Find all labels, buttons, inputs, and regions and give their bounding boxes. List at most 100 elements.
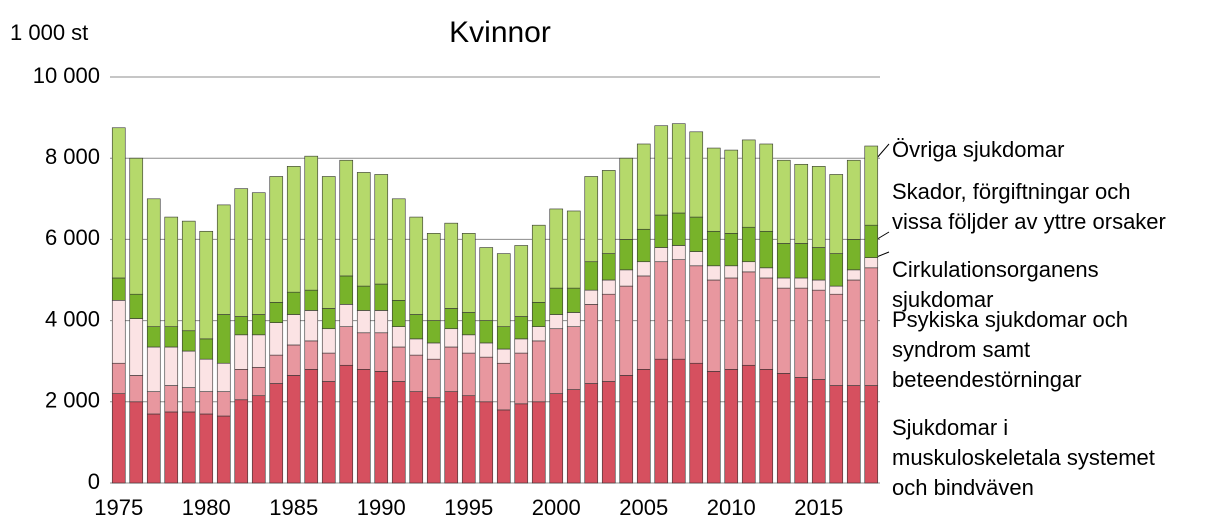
bar-segment — [636, 261, 651, 277]
bar-segment — [479, 320, 494, 344]
bar-segment — [776, 243, 791, 279]
x-tick-label: 2010 — [707, 495, 756, 520]
bar-segment — [286, 344, 301, 376]
bar-segment — [776, 277, 791, 289]
bar-segment — [286, 166, 301, 293]
bar-segment — [531, 302, 546, 327]
bar-segment — [339, 159, 354, 277]
bar-segment — [776, 159, 791, 244]
bar-segment — [864, 385, 879, 484]
bar-segment — [776, 287, 791, 374]
bar-segment — [759, 230, 774, 269]
bar-segment — [339, 275, 354, 305]
bar-segment — [846, 279, 861, 386]
bar-segment — [391, 346, 406, 382]
bar-segment — [864, 145, 879, 226]
bar-segment — [181, 330, 196, 352]
bar-segment — [689, 131, 704, 218]
bar-segment — [496, 362, 511, 411]
bar-segment — [234, 369, 249, 401]
bar-segment — [619, 239, 634, 271]
bar-segment — [671, 259, 686, 360]
y-tick-label: 4 000 — [45, 306, 100, 331]
bar-segment — [689, 362, 704, 484]
bar-segment — [566, 287, 581, 313]
bar-segment — [654, 214, 669, 248]
bar-segment — [164, 385, 179, 413]
bar-segment — [374, 174, 389, 285]
bar-segment — [566, 389, 581, 484]
bar-segment — [829, 253, 844, 287]
bar-segment — [514, 245, 529, 317]
bar-segment — [269, 354, 284, 384]
bar-segment — [619, 157, 634, 240]
bar-segment — [549, 208, 564, 289]
y-axis-label: 1 000 st — [10, 20, 88, 45]
bar-segment — [619, 269, 634, 287]
bar-segment — [304, 310, 319, 342]
bar-segment — [636, 275, 651, 370]
bar-segment — [864, 257, 879, 269]
x-tick-label: 1980 — [182, 495, 231, 520]
bar-segment — [234, 399, 249, 484]
bar-segment — [181, 387, 196, 413]
bar-segment — [811, 289, 826, 380]
bar-segment — [619, 375, 634, 484]
bar-segment — [496, 253, 511, 327]
bar-segment — [531, 326, 546, 342]
bar-segment — [216, 204, 231, 315]
bar-segment — [461, 352, 476, 397]
bar-segment — [129, 157, 144, 295]
bar-segment — [549, 287, 564, 315]
bar-segment — [829, 285, 844, 295]
bar-segment — [181, 411, 196, 484]
bar-segment — [216, 314, 231, 364]
bar-segment — [356, 369, 371, 484]
bar-segment — [811, 247, 826, 281]
y-tick-label: 10 000 — [33, 63, 100, 88]
bar-segment — [671, 212, 686, 246]
legend-label: Skador, förgiftningar och vissa följder … — [892, 179, 1166, 234]
bar-segment — [829, 385, 844, 484]
bar-segment — [811, 279, 826, 291]
bar-segment — [724, 277, 739, 370]
x-tick-label: 2015 — [794, 495, 843, 520]
bar-segment — [689, 216, 704, 252]
y-tick-label: 0 — [88, 469, 100, 494]
bar-segment — [829, 293, 844, 386]
bar-segment — [321, 308, 336, 330]
bar-segment — [304, 340, 319, 370]
bar-segment — [304, 155, 319, 291]
bar-segment — [496, 326, 511, 350]
bar-segment — [759, 267, 774, 279]
bar-segment — [269, 383, 284, 484]
bar-segment — [566, 312, 581, 327]
bar-segment — [514, 352, 529, 405]
bar-segment — [584, 289, 599, 305]
bar-segment — [304, 289, 319, 311]
y-tick-label: 2 000 — [45, 388, 100, 413]
bar-segment — [846, 159, 861, 240]
bar-segment — [654, 358, 669, 484]
bar-segment — [636, 228, 651, 263]
bar-segment — [321, 328, 336, 354]
bar-segment — [339, 364, 354, 484]
bar-segment — [636, 143, 651, 230]
bar-segment — [741, 139, 756, 228]
bar-segment — [794, 287, 809, 378]
bar-segment — [811, 166, 826, 248]
bar-segment — [846, 269, 861, 281]
bar-segment — [444, 346, 459, 392]
chart-title: Kvinnor — [449, 16, 551, 49]
x-tick-label: 1985 — [269, 495, 318, 520]
bar-segment — [129, 401, 144, 484]
bar-segment — [864, 224, 879, 258]
bar-segment — [461, 334, 476, 354]
bar-segment — [374, 332, 389, 372]
bar-segment — [584, 261, 599, 291]
bar-segment — [619, 285, 634, 376]
bar-segment — [426, 320, 441, 344]
bar-segment — [584, 304, 599, 384]
bar-segment — [339, 326, 354, 366]
bar-segment — [269, 322, 284, 356]
